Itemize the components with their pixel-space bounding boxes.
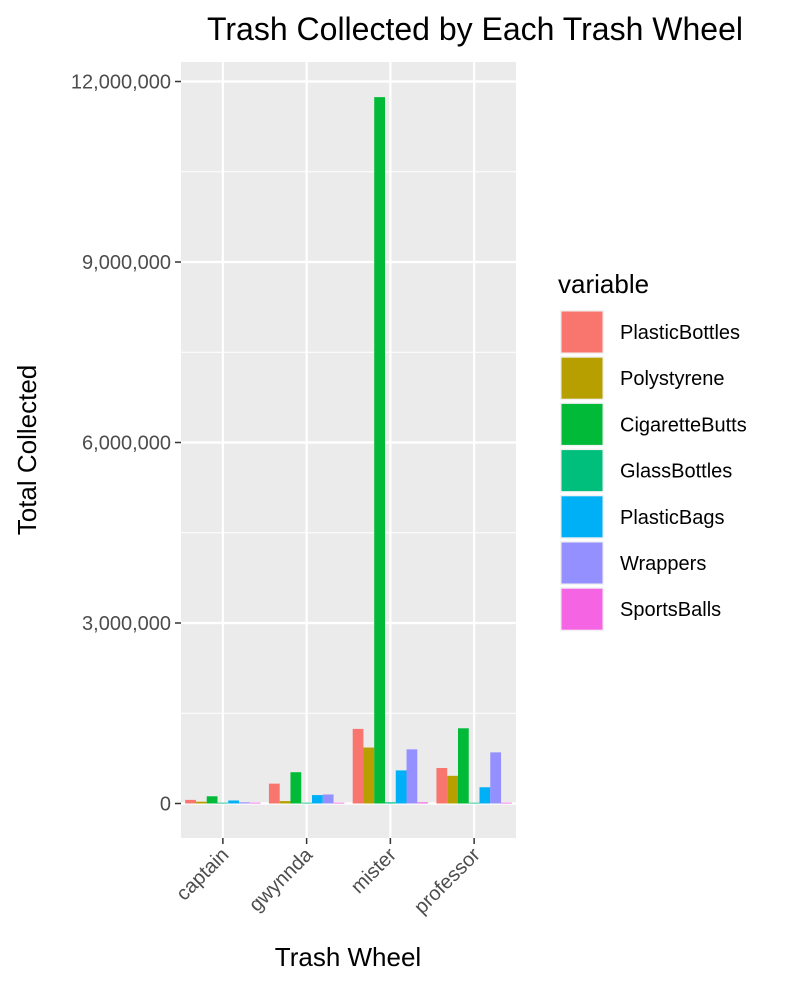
legend-key-swatch: [561, 588, 603, 630]
x-tick-label: mister: [347, 844, 401, 898]
bar-captain-cigarettebutts: [206, 796, 218, 804]
x-axis: captain gwynnda mister professor: [172, 838, 485, 918]
bar-gwynnda-wrappers: [322, 794, 334, 804]
x-axis-title: Trash Wheel: [275, 942, 421, 972]
legend-items: PlasticBottles Polystyrene CigaretteButts G…: [560, 310, 747, 632]
bar-professor-sportsballs: [501, 802, 512, 804]
bar-professor-plasticbottles: [436, 768, 448, 804]
bar-mister-polystyrene: [363, 747, 375, 804]
bar-mister-plasticbottles: [352, 728, 364, 804]
legend-label: SportsBalls: [620, 599, 721, 621]
y-tick-label: 0: [160, 794, 171, 816]
bar-captain-sportsballs: [249, 802, 261, 804]
legend-title: variable: [558, 269, 649, 299]
bar-professor-plasticbags: [479, 787, 491, 804]
legend-label: Polystyrene: [620, 368, 725, 390]
y-tick-label: 3,000,000: [82, 613, 171, 635]
legend-label: Wrappers: [620, 553, 706, 575]
legend-label: PlasticBottles: [620, 322, 740, 344]
x-tick-label: professor: [410, 844, 485, 919]
bar-mister-cigarettebutts: [374, 97, 385, 804]
grid-major: [181, 62, 516, 838]
legend-key-swatch: [561, 450, 603, 492]
bar-professor-wrappers: [490, 752, 502, 804]
plot-panel: [181, 62, 516, 838]
bar-mister-plasticbags: [395, 770, 407, 804]
bar-gwynnda-cigarettebutts: [290, 772, 302, 804]
bar-captain-wrappers: [239, 802, 250, 804]
chart-title: Trash Collected by Each Trash Wheel: [207, 11, 743, 47]
bar-gwynnda-plasticbottles: [268, 783, 280, 804]
grid-minor: [181, 171, 516, 714]
bar-professor-glassbottles: [468, 802, 480, 804]
legend-key-swatch: [561, 311, 603, 353]
legend-label: CigaretteButts: [620, 414, 747, 436]
y-tick-label: 6,000,000: [82, 433, 171, 455]
bar-gwynnda-polystyrene: [279, 801, 291, 804]
bar-captain-glassbottles: [217, 802, 229, 804]
legend-label: PlasticBags: [620, 507, 725, 529]
legend: variable PlasticBottles Polystyrene Cigare…: [558, 269, 747, 632]
y-axis: 0 3,000,000 6,000,000 9,000,000 12,000,000: [71, 72, 181, 816]
legend-key-swatch: [561, 496, 603, 538]
bar-mister-glassbottles: [384, 802, 396, 804]
bar-captain-polystyrene: [195, 801, 207, 804]
y-tick-label: 9,000,000: [82, 252, 171, 274]
bar-professor-polystyrene: [447, 775, 458, 804]
bar-gwynnda-sportsballs: [333, 802, 345, 804]
bar-mister-wrappers: [406, 749, 418, 804]
bar-professor-cigarettebutts: [457, 728, 469, 804]
legend-key-swatch: [561, 357, 603, 399]
bar-captain-plasticbags: [228, 800, 240, 804]
x-tick-label: captain: [172, 844, 233, 905]
y-tick-label: 12,000,000: [71, 72, 171, 94]
bar-gwynnda-plasticbags: [312, 795, 323, 804]
bar-mister-sportsballs: [417, 802, 429, 804]
legend-key-swatch: [561, 403, 603, 445]
legend-key-swatch: [561, 542, 603, 584]
bars: [185, 97, 512, 804]
legend-label: GlassBottles: [620, 461, 732, 483]
bar-captain-plasticbottles: [185, 799, 196, 804]
x-tick-label: gwynnda: [245, 843, 318, 916]
y-axis-title: Total Collected: [12, 365, 42, 536]
bar-gwynnda-glassbottles: [301, 802, 313, 804]
